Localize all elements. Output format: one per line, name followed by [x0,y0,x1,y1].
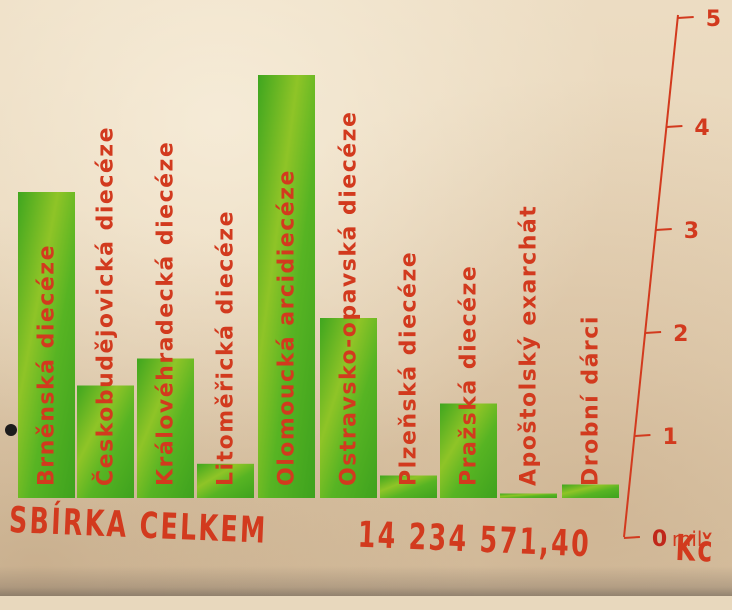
category-label-kralovehradecka-dieceze: Královéhradecká diecéze [154,141,179,486]
category-label-ostravsko-opavska-dieceze: Ostravsko-opavská diecéze [337,111,362,486]
bar-plzenska-dieceze [380,475,437,498]
bar-drobni-darci [562,484,619,498]
y-tick-label-5: 5 [706,7,721,32]
bar-litomericka-dieceze [197,463,254,498]
y-axis-unit: mil. [672,527,709,551]
bar-ostravsko-opavska-dieceze [320,318,377,498]
category-label-ceskobudejovicka-dieceze: Českobudějovická diecéze [93,126,119,486]
total-amount: 14 234 571,40 [357,514,593,566]
chart-stage: Brněnská diecéze Českobudějovická diecéze… [0,0,732,596]
category-label-apostolsky-exarchat: Apoštolský exarchát [517,205,542,486]
category-label-plzenska-dieceze: Plzeňská diecéze [397,251,422,486]
bar-prazska-dieceze [440,403,497,498]
category-label-drobni-darci: Drobní dárci [579,315,604,486]
bar-apostolsky-exarchat [500,493,557,498]
category-label-litomericka-dieceze: Litoměřická diecéze [214,210,239,486]
category-label-brnenska-dieceze: Brněnská diecéze [35,244,60,486]
bar-brnenska-dieceze [18,192,75,498]
bars-group [18,75,619,498]
y-tick-label-4: 4 [694,116,709,141]
y-tick-0 [623,536,640,539]
category-label-prazska-dieceze: Pražská diecéze [457,265,482,486]
bar-olomoucka-arcidieceze [258,75,315,498]
y-tick-1 [634,434,651,437]
category-label-olomoucka-arcidieceze: Olomoucká arcidiecéze [275,169,300,486]
y-tick-label-0: 0 [652,527,667,552]
ink-speck [5,424,17,436]
bar-ceskobudejovicka-dieceze [77,385,134,498]
y-axis: 0 1 2 3 4 5 mil. [623,7,721,552]
y-tick-label-1: 1 [662,425,677,450]
y-tick-5 [677,16,694,19]
y-tick-label-3: 3 [684,219,699,244]
y-tick-3 [655,228,672,231]
bar-kralovehradecka-dieceze [137,358,194,498]
bar-labels-group: Brněnská diecéze Českobudějovická diecéze… [35,111,604,486]
y-tick-label-2: 2 [673,322,688,347]
bar-chart: Brněnská diecéze Českobudějovická diecéze… [18,7,721,552]
y-axis-line [623,14,679,538]
y-tick-4 [666,125,683,128]
y-tick-2 [645,331,662,334]
total-currency: Kč [674,527,716,571]
